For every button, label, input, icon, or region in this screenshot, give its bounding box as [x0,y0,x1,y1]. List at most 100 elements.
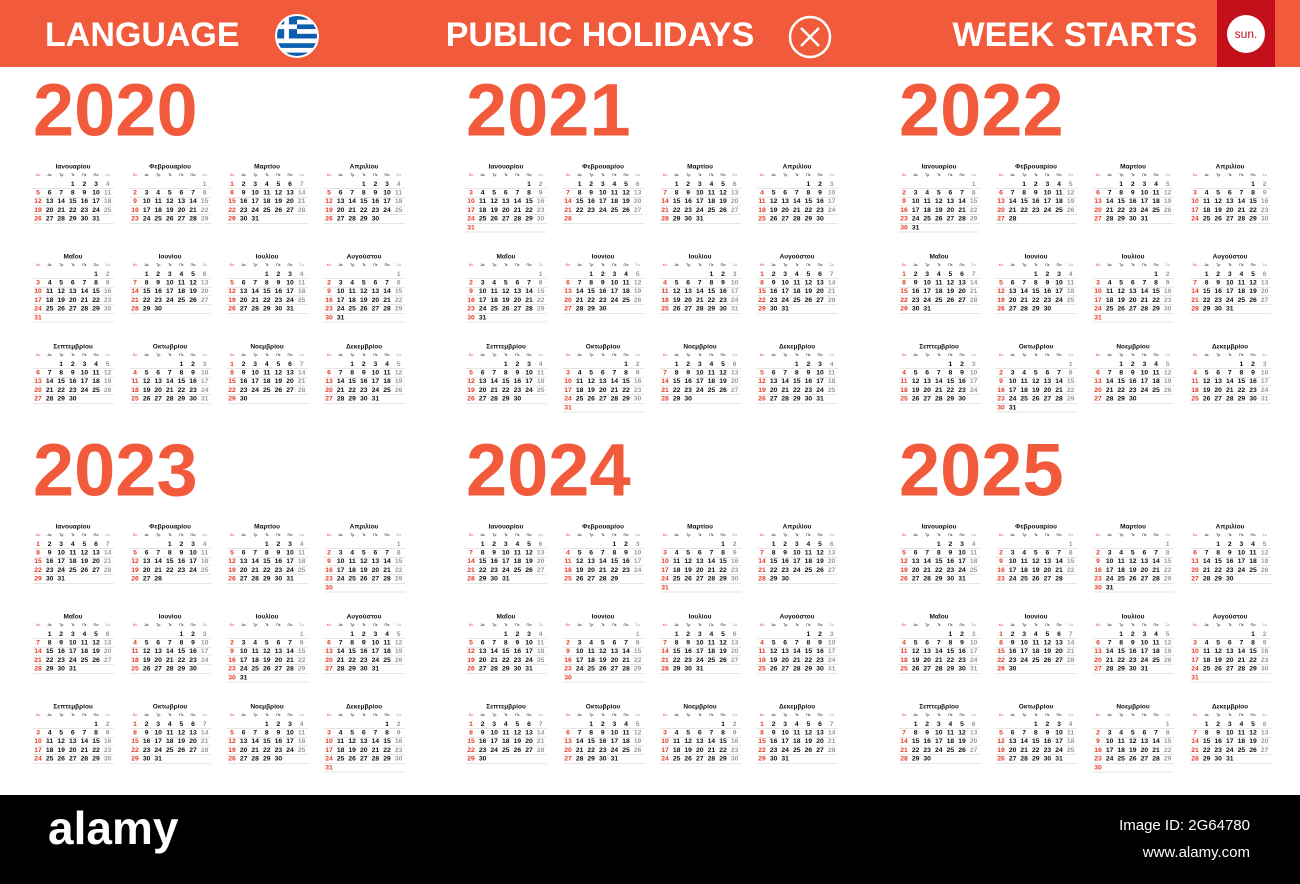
day-number: 30 [467,314,475,321]
day-number: 10 [611,729,619,736]
weekday-label: Πα [94,713,100,717]
day-number: 6 [733,361,737,368]
day-number: 12 [587,378,595,385]
day-number: 7 [601,549,605,556]
day-number: 29 [1164,756,1172,763]
day-number: 30 [1094,764,1102,771]
day-number: 26 [673,306,681,313]
weekday-label: Σα [105,353,110,357]
month-name: Νοεμβρίου [250,704,283,711]
day-number: 13 [696,738,704,745]
day-number: 24 [57,567,65,574]
day-number: 9 [686,369,690,376]
day-number: 12 [673,288,681,295]
day-number: 16 [46,558,54,565]
holidays-off-icon[interactable] [788,15,832,59]
day-number: 7 [1193,279,1197,286]
day-number: 4 [710,181,714,188]
day-number: 11 [263,369,270,376]
weekday-label: Πα [191,353,197,357]
month-name: Δεκεμβρίου [1212,704,1248,711]
day-number: 27 [781,216,789,223]
weekday-label: Τρ [925,623,930,627]
weekday-label: Κυ [133,713,138,717]
day-number: 11 [805,549,812,556]
day-number: 4 [300,271,304,278]
footer-image-id: Image ID: 2G64780 [1119,817,1250,834]
day-number: 27 [1094,396,1102,403]
weekday-label: Κυ [133,623,138,627]
weekday-label: Τρ [156,353,161,357]
weekday-label: Τε [362,173,366,177]
day-number: 22 [131,747,139,754]
day-number: 13 [970,729,978,736]
day-number: 3 [914,189,918,196]
day-number: 24 [696,207,704,214]
weekday-label: Δε [1204,713,1209,717]
footer-site: www.alamy.com [1142,844,1250,861]
day-number: 18 [708,198,716,205]
day-number: 26 [587,396,595,403]
day-number: 5 [999,729,1003,736]
weekday-label: Πα [527,533,533,537]
day-number: 8 [1154,279,1158,286]
day-number: 8 [772,549,776,556]
day-number: 29 [935,576,943,583]
month-name: Οκτωβρίου [153,704,188,711]
day-number: 14 [828,279,836,286]
day-number: 27 [958,297,966,304]
day-number: 1 [914,721,918,728]
day-number: 27 [69,306,77,313]
weekday-label: Σα [635,533,640,537]
day-number: 28 [1020,306,1028,313]
day-number: 3 [960,541,964,548]
month-name: Νοεμβρίου [683,344,716,351]
day-number: 5 [772,189,776,196]
day-number: 9 [949,549,953,556]
day-number: 25 [46,306,54,313]
day-number: 4 [663,279,667,286]
weekday-label: Κυ [36,713,41,717]
day-number: 11 [178,279,185,286]
day-number: 2 [1096,729,1100,736]
day-number: 17 [958,558,966,565]
day-number: 22 [673,657,681,664]
day-number: 28 [1009,216,1017,223]
weekday-label: Δε [1204,353,1209,357]
day-number: 13 [770,378,778,385]
day-number: 25 [587,666,595,673]
weekday-label: Δε [771,263,776,267]
day-number: 22 [947,387,955,394]
day-number: 17 [816,378,824,385]
day-number: 18 [1203,657,1211,664]
day-number: 12 [348,738,356,745]
day-number: 27 [1261,297,1269,304]
footer-bar [0,795,1300,884]
day-number: 21 [166,387,174,394]
day-number: 21 [1141,297,1149,304]
day-number: 10 [1261,369,1269,376]
day-number: 4 [1034,631,1038,638]
day-number: 22 [395,297,403,304]
day-number: 22 [166,567,174,574]
day-number: 29 [1117,396,1125,403]
day-number: 11 [1238,279,1245,286]
day-number: 2 [949,541,953,548]
year-title: 2025 [899,429,1064,512]
day-number: 23 [599,297,607,304]
day-number: 16 [104,288,112,295]
day-number: 19 [1214,657,1222,664]
day-number: 9 [277,279,281,286]
weekday-label: Τρ [350,173,355,177]
day-number: 13 [1009,288,1017,295]
month-name: Ιανουαρίου [489,524,524,531]
day-number: 14 [46,378,54,385]
weekday-label: Δε [241,623,246,627]
day-number: 12 [1261,549,1269,556]
day-number: 16 [1249,378,1257,385]
day-number: 8 [265,729,269,736]
day-number: 24 [92,207,100,214]
greek-flag[interactable] [276,15,318,57]
day-number: 26 [467,396,475,403]
day-number: 31 [467,224,475,231]
